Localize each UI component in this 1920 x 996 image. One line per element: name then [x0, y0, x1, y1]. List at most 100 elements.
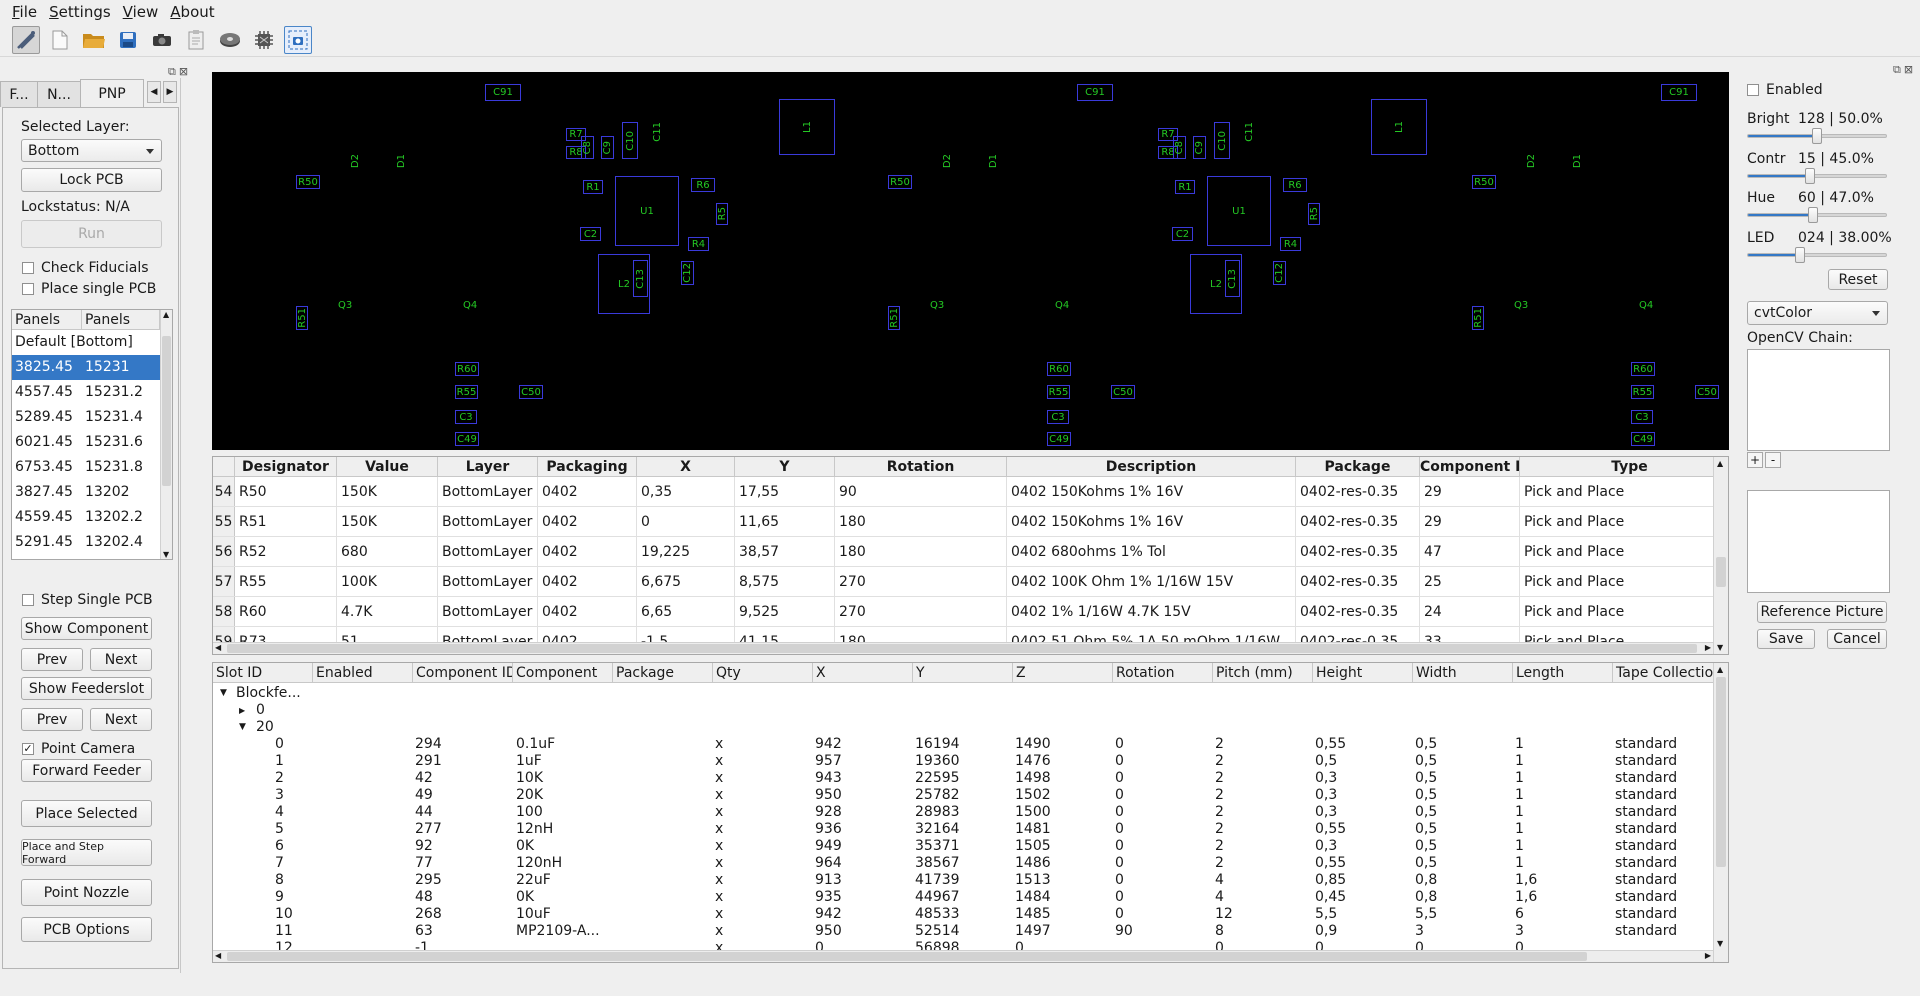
save-icon[interactable] — [114, 26, 142, 54]
column-header[interactable]: Height — [1313, 663, 1413, 682]
feederslot-next-button[interactable]: Next — [90, 708, 152, 731]
scroll-left-icon[interactable]: ◀ — [215, 951, 222, 960]
slider-handle[interactable] — [1795, 247, 1806, 263]
pcb-component[interactable]: Q4 — [1055, 300, 1069, 311]
check-fiducials-checkbox[interactable]: Check Fiducials — [22, 260, 149, 276]
column-header[interactable]: Enabled — [313, 663, 413, 682]
column-header[interactable]: Rotation — [1113, 663, 1213, 682]
pcb-component[interactable]: D1 — [1572, 154, 1583, 171]
feeder-row[interactable]: 8 295 22uF x 913 41739 1513 0 4 0,85 0,8 1,6 standar… — [213, 872, 1703, 889]
reference-picture-button[interactable]: Reference Picture — [1757, 601, 1887, 623]
column-header[interactable]: Component — [513, 663, 613, 682]
tab-scroll-right-icon[interactable]: ▶ — [163, 81, 177, 103]
pcb-component[interactable]: Q4 — [1639, 300, 1653, 311]
component-next-button[interactable]: Next — [90, 648, 152, 671]
pcb-component[interactable]: R1 — [583, 180, 603, 194]
column-header[interactable]: Component ID — [413, 663, 513, 682]
scroll-thumb[interactable] — [1716, 557, 1726, 587]
pcb-component[interactable]: L1 — [779, 99, 835, 155]
column-header[interactable]: Width — [1413, 663, 1513, 682]
hue-slider[interactable] — [1747, 207, 1887, 223]
pcb-component[interactable]: R55 — [455, 385, 478, 399]
pcb-component[interactable]: Q3 — [930, 300, 944, 311]
column-header[interactable]: Designator — [235, 457, 337, 476]
column-header[interactable]: Package — [613, 663, 713, 682]
panels-row[interactable]: 6753.45 15231.8 — [12, 455, 172, 480]
feeder-row[interactable]: 11 63 MP2109-A... x 950 52514 1497 90 8 0,9 3 3 stan… — [213, 923, 1703, 940]
collapsed-arrow-icon[interactable]: ▶ — [239, 706, 246, 715]
table-row[interactable]: 57 R55 100K BottomLayer 0402 6,675 8,575 270 040… — [213, 567, 1728, 597]
pcb-component[interactable]: D1 — [396, 154, 407, 171]
pcb-component[interactable]: C3 — [1047, 410, 1069, 424]
feeder-row[interactable]: 10 268 10uF x 942 48533 1485 0 12 5,5 5,5 6 standard — [213, 906, 1703, 923]
contr-slider[interactable] — [1747, 168, 1887, 184]
pcb-component[interactable]: C11 — [652, 122, 663, 145]
tab-f[interactable]: F... — [0, 81, 38, 107]
show-feederslot-button[interactable]: Show Feederslot — [21, 677, 152, 700]
panels-col-header[interactable]: Panels — [12, 310, 82, 329]
column-header[interactable]: Rotation — [835, 457, 1007, 476]
feeder-row[interactable]: 1 291 1uF x 957 19360 1476 0 2 0,5 0,5 1 standard — [213, 753, 1703, 770]
component-prev-button[interactable]: Prev — [21, 648, 83, 671]
expanded-arrow-icon[interactable]: ▼ — [239, 722, 246, 732]
tab-scroll-left-icon[interactable]: ◀ — [147, 81, 161, 103]
pcb-component[interactable]: C50 — [1111, 385, 1135, 399]
camera-icon[interactable] — [148, 26, 176, 54]
pcb-component[interactable]: D1 — [988, 154, 999, 171]
led-slider[interactable] — [1747, 247, 1887, 263]
enabled-checkbox[interactable]: Enabled — [1747, 82, 1823, 98]
reset-button[interactable]: Reset — [1828, 269, 1888, 290]
pcb-component[interactable]: R1 — [1175, 180, 1195, 194]
close-icon[interactable]: ⊠ — [178, 65, 189, 78]
table-row[interactable]: 58 R60 4.7K BottomLayer 0402 6,65 9,525 270 0402… — [213, 597, 1728, 627]
pcb-component[interactable]: R60 — [455, 362, 479, 376]
pcb-component[interactable]: U1 — [1207, 176, 1271, 246]
close-icon[interactable]: ⊠ — [1903, 63, 1914, 76]
pcb-component[interactable]: D2 — [350, 154, 361, 171]
pcb-component[interactable]: R7 — [566, 128, 586, 141]
show-component-button[interactable]: Show Component — [21, 617, 152, 640]
scroll-up-icon[interactable]: ▲ — [1717, 665, 1724, 674]
scroll-down-icon[interactable]: ▼ — [1717, 643, 1724, 652]
panels-row[interactable]: 5291.45 13202.4 — [12, 530, 172, 555]
pcb-component[interactable]: C49 — [1631, 432, 1655, 446]
pcb-component[interactable]: R5 — [716, 203, 728, 225]
pcb-component[interactable]: R5 — [1308, 203, 1320, 225]
component-table-vscrollbar[interactable]: ▲ ▼ — [1713, 457, 1728, 654]
clipboard-icon[interactable] — [182, 26, 210, 54]
panels-row[interactable]: 5289.45 15231.4 — [12, 405, 172, 430]
pcb-component[interactable]: L2 — [598, 254, 650, 314]
column-header[interactable]: Description — [1007, 457, 1296, 476]
pcb-component[interactable]: C10 — [1214, 122, 1230, 159]
feeder-row[interactable]: 7 77 120nH x 964 38567 1486 0 2 0,55 0,5 1 standard — [213, 855, 1703, 872]
feeder-row[interactable]: 4 44 100 x 928 28983 1500 0 2 0,3 0,5 1 standard — [213, 804, 1703, 821]
feeder-row[interactable]: 6 92 0K x 949 35371 1505 0 2 0,3 0,5 1 standard — [213, 838, 1703, 855]
column-header[interactable] — [213, 457, 235, 476]
pcb-component[interactable]: C12 — [681, 261, 694, 285]
pcb-component[interactable]: C91 — [485, 84, 521, 101]
pcb-component[interactable]: C8 — [581, 136, 594, 159]
pcb-component[interactable]: R60 — [1631, 362, 1655, 376]
save-button[interactable]: Save — [1757, 629, 1815, 649]
feeder-row[interactable]: 5 277 12nH x 936 32164 1481 0 2 0,55 0,5 1 standard — [213, 821, 1703, 838]
slider-handle[interactable] — [1812, 128, 1822, 144]
pcb-component[interactable]: R7 — [1158, 128, 1178, 141]
feeder-row[interactable]: 0 294 0.1uF x 942 16194 1490 0 2 0,55 0,5 1 standard — [213, 736, 1703, 753]
scroll-right-icon[interactable]: ▶ — [1704, 951, 1711, 960]
pcb-component[interactable]: L2 — [1190, 254, 1242, 314]
pcb-component[interactable]: R60 — [1047, 362, 1071, 376]
pcb-component[interactable]: C10 — [622, 122, 638, 159]
pcb-component[interactable]: R55 — [1047, 385, 1070, 399]
column-header[interactable]: Y — [735, 457, 835, 476]
feeder-row[interactable]: 2 42 10K x 943 22595 1498 0 2 0,3 0,5 1 standard — [213, 770, 1703, 787]
feeder-row[interactable]: 9 48 0K x 935 44967 1484 0 4 0,45 0,8 1,6 standard — [213, 889, 1703, 906]
pcb-component[interactable]: R8 — [1158, 146, 1178, 159]
pcb-options-button[interactable]: PCB Options — [21, 917, 152, 942]
column-header[interactable]: Slot ID — [213, 663, 313, 682]
panels-row[interactable]: 3827.45 13202 — [12, 480, 172, 505]
float-icon[interactable]: ⧉ — [1893, 63, 1901, 76]
pcb-component[interactable]: R51 — [888, 306, 900, 330]
column-header[interactable]: Pitch (mm) — [1213, 663, 1313, 682]
pcb-component[interactable]: R51 — [1472, 306, 1484, 330]
pcb-component[interactable]: C3 — [1631, 410, 1653, 424]
